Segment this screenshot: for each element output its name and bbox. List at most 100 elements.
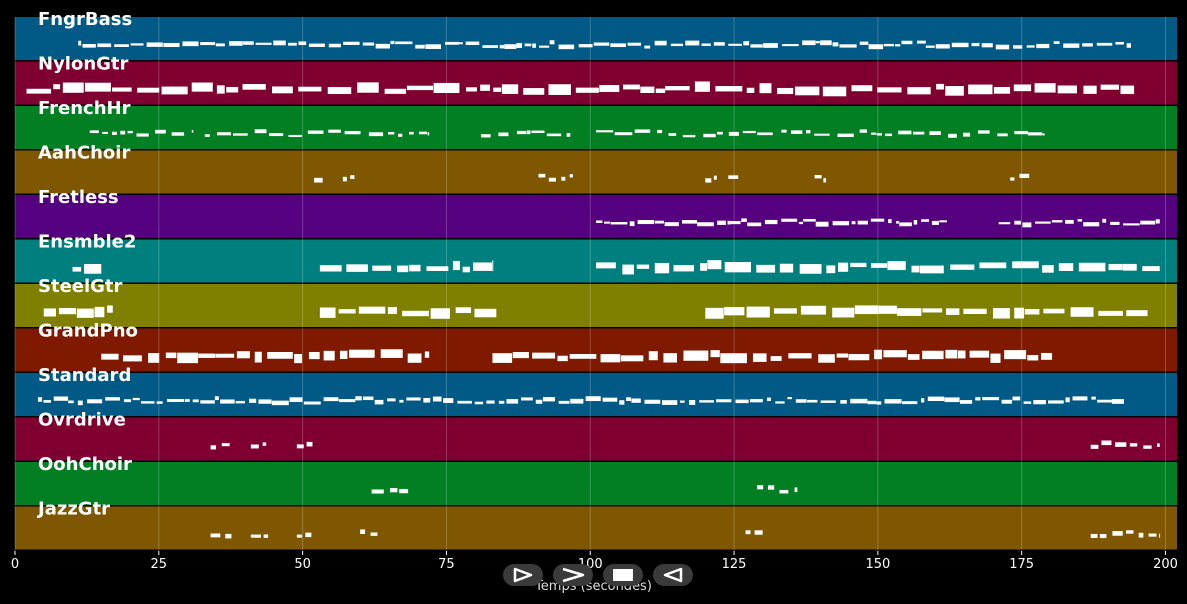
x-tick-label: 125 [722, 557, 747, 572]
note [480, 134, 491, 138]
note [370, 532, 378, 536]
x-tick-label: 50 [294, 557, 311, 572]
note [271, 400, 289, 406]
note [307, 130, 324, 134]
note [1043, 308, 1065, 314]
note [486, 400, 495, 404]
play-button[interactable] [503, 564, 543, 586]
note [750, 44, 763, 48]
note [395, 41, 413, 45]
note [288, 134, 302, 138]
note [504, 44, 517, 49]
note [1065, 219, 1074, 224]
note [546, 133, 562, 137]
note [328, 129, 341, 133]
note [992, 308, 1010, 319]
note [62, 82, 84, 93]
track-label: Ensmble2 [38, 232, 136, 253]
track-label: AahChoir [38, 143, 130, 164]
note [969, 350, 990, 358]
note [1120, 85, 1135, 95]
note [749, 398, 763, 403]
note [746, 87, 755, 93]
note [349, 349, 375, 358]
play-icon [513, 567, 533, 583]
note [743, 41, 750, 46]
note [390, 40, 395, 45]
note [876, 133, 882, 136]
note [289, 397, 303, 403]
note [982, 397, 1000, 401]
note [492, 353, 513, 363]
note [342, 176, 347, 182]
note [184, 399, 190, 402]
note [754, 530, 763, 535]
note [1159, 533, 1161, 538]
note [398, 133, 403, 137]
note [1090, 444, 1099, 449]
note [963, 308, 987, 314]
note [1013, 84, 1032, 92]
track-notes-JazzGtr [210, 529, 1161, 539]
note [899, 222, 912, 227]
note [610, 43, 626, 48]
note [939, 220, 947, 223]
note [542, 397, 556, 402]
note [298, 41, 307, 46]
stop-button[interactable] [603, 564, 643, 586]
note [683, 350, 709, 361]
rewind-button[interactable] [653, 564, 693, 586]
track-band-FngrBass [15, 17, 1177, 60]
note [516, 130, 527, 135]
note [569, 174, 573, 178]
note [668, 133, 677, 136]
note [482, 45, 498, 48]
note [215, 353, 235, 358]
note [946, 308, 960, 315]
note [549, 40, 555, 45]
note [225, 533, 232, 539]
note [191, 82, 213, 92]
note [979, 262, 1007, 269]
note [200, 42, 216, 46]
note [978, 130, 990, 134]
track-band-AahChoir [15, 150, 1177, 194]
note [105, 397, 121, 401]
note [735, 399, 749, 404]
note [269, 133, 284, 137]
note [640, 86, 655, 93]
note [820, 400, 836, 403]
note [935, 44, 950, 49]
note [773, 308, 797, 314]
note [430, 308, 450, 319]
note [498, 132, 509, 137]
note [945, 86, 964, 96]
note [1057, 85, 1077, 94]
note [1083, 85, 1097, 94]
note [399, 488, 409, 494]
note [200, 400, 215, 404]
note [1083, 222, 1100, 227]
note [654, 40, 667, 46]
note [258, 399, 272, 404]
note [840, 400, 847, 404]
note [146, 42, 163, 47]
note [832, 307, 855, 318]
note [626, 397, 632, 402]
note [123, 399, 132, 403]
note [993, 86, 1011, 94]
note [599, 85, 620, 93]
note [1027, 132, 1043, 136]
note [409, 131, 414, 135]
forward-button[interactable] [553, 564, 593, 586]
note [136, 133, 149, 137]
note [1098, 310, 1123, 316]
note [214, 396, 219, 401]
note [1063, 43, 1080, 48]
track-band-FrenchHr [15, 106, 1177, 149]
note [673, 265, 694, 272]
note [466, 87, 477, 92]
note [851, 85, 873, 92]
note [1026, 45, 1035, 48]
